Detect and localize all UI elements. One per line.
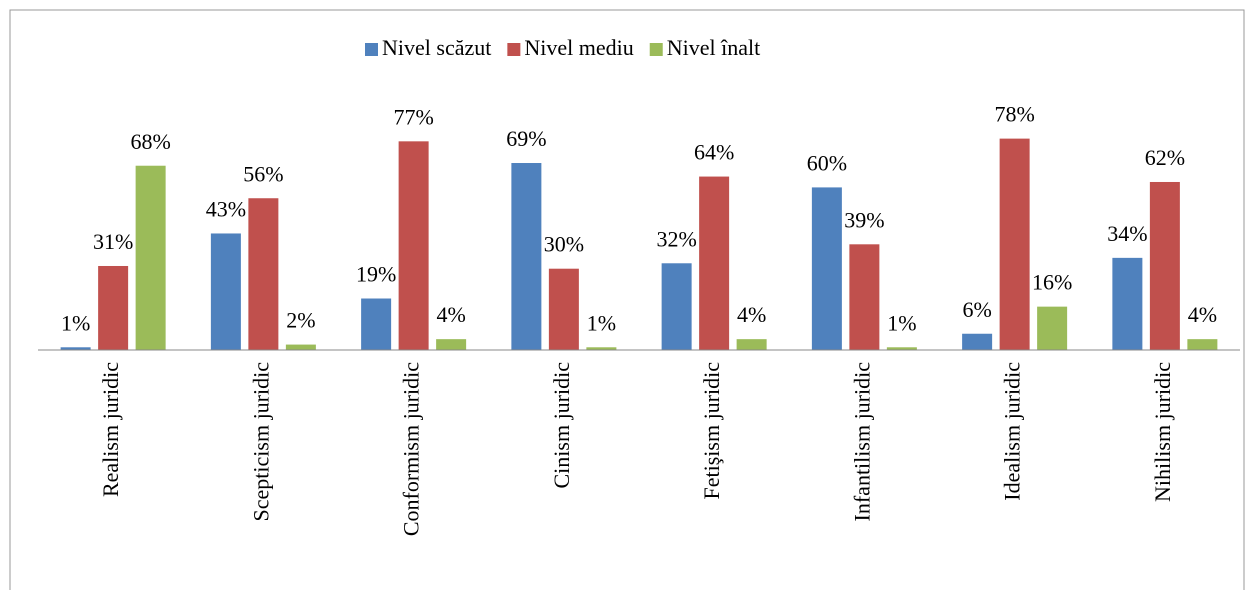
bar <box>210 233 241 350</box>
bar <box>361 298 392 350</box>
chart-frame <box>9 9 1245 595</box>
data-label: 6% <box>962 297 991 322</box>
x-tick-label: Conformism juridic <box>399 362 424 536</box>
data-label: 19% <box>356 262 396 287</box>
bar <box>398 141 429 350</box>
bar <box>1187 339 1218 350</box>
legend-label: Nivel scăzut <box>382 35 491 60</box>
data-label: 32% <box>656 226 696 251</box>
data-label: 4% <box>1188 302 1217 327</box>
bar <box>1112 257 1143 350</box>
bar <box>886 347 917 350</box>
bar <box>285 344 316 350</box>
bar <box>98 265 129 350</box>
data-label: 68% <box>130 129 170 154</box>
bar <box>661 263 692 350</box>
bar <box>60 347 91 350</box>
legend-label: Nivel înalt <box>667 35 760 60</box>
legend-label: Nivel mediu <box>524 35 633 60</box>
data-label: 78% <box>994 102 1034 127</box>
bar <box>1149 181 1180 350</box>
data-label: 16% <box>1032 270 1072 295</box>
data-label: 77% <box>393 104 433 129</box>
bar <box>436 339 467 350</box>
bar <box>248 198 279 350</box>
bar <box>1037 306 1068 350</box>
x-tick-label: Idealism juridic <box>1000 362 1025 501</box>
data-label: 56% <box>243 161 283 186</box>
bar <box>849 244 880 350</box>
data-label: 30% <box>544 232 584 257</box>
data-label: 69% <box>506 126 546 151</box>
data-label: 43% <box>206 197 246 222</box>
data-label: 1% <box>887 310 916 335</box>
data-label: 64% <box>694 140 734 165</box>
bar <box>736 339 767 350</box>
bar <box>811 187 842 350</box>
x-tick-label: Nihilism juridic <box>1150 362 1175 502</box>
legend: Nivel scăzut Nivel mediu Nivel înalt <box>365 35 760 60</box>
data-label: 62% <box>1145 145 1185 170</box>
x-tick-label: Realism juridic <box>98 362 123 497</box>
x-tick-label: Infantilism juridic <box>849 362 874 522</box>
bar <box>135 165 166 350</box>
data-label: 1% <box>587 310 616 335</box>
legend-swatch <box>649 43 663 56</box>
x-tick-label: Fetişism juridic <box>699 362 724 500</box>
data-label: 2% <box>286 308 315 333</box>
data-label: 4% <box>737 302 766 327</box>
x-tick-label: Cinism juridic <box>549 362 574 489</box>
data-label: 31% <box>93 229 133 254</box>
data-label: 1% <box>61 310 90 335</box>
data-label: 60% <box>807 150 847 175</box>
bar <box>511 163 542 350</box>
data-label: 4% <box>436 302 465 327</box>
bar <box>699 176 730 350</box>
data-label: 34% <box>1107 221 1147 246</box>
data-label: 39% <box>844 207 884 232</box>
x-tick-label: Scepticism juridic <box>248 362 273 522</box>
legend-swatch <box>507 43 521 56</box>
legend-swatch <box>365 43 378 56</box>
bar <box>548 268 579 350</box>
bar <box>962 333 993 350</box>
bar <box>586 347 617 350</box>
bar <box>999 138 1030 350</box>
